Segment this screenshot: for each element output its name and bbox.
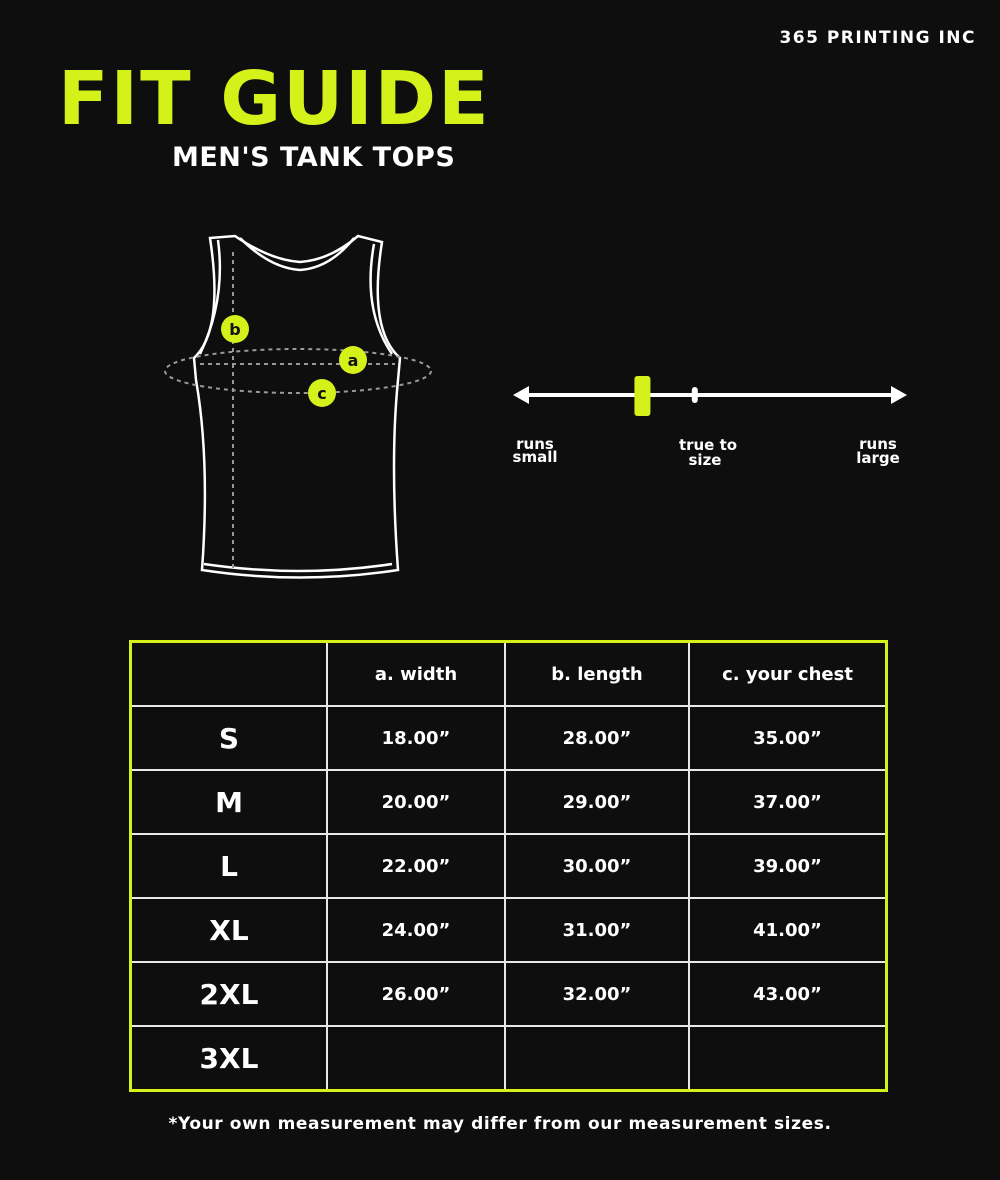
- footnote: *Your own measurement may differ from ou…: [168, 1114, 832, 1134]
- tank-top-diagram: b a c: [164, 234, 432, 579]
- size-cell: M: [129, 769, 328, 835]
- chest-cell: 35.00”: [688, 705, 888, 771]
- true-to-size-tick: [691, 387, 698, 403]
- page-subtitle: MEN'S TANK TOPS: [172, 142, 456, 173]
- runs-small-label-1: runs: [516, 435, 554, 453]
- arrow-left-icon: [513, 386, 529, 404]
- brand-name: 365 PRINTING INC: [779, 28, 976, 48]
- marker-a: a: [339, 346, 367, 374]
- size-cell: 3XL: [129, 1025, 328, 1092]
- table-row: 2XL 26.00” 32.00” 43.00”: [129, 961, 888, 1027]
- length-cell: 32.00”: [504, 961, 690, 1027]
- table-row: L 22.00” 30.00” 39.00”: [129, 833, 888, 899]
- marker-c: c: [308, 379, 336, 407]
- size-cell: S: [129, 705, 328, 771]
- length-cell: 30.00”: [504, 833, 690, 899]
- fit-marker: [634, 376, 651, 416]
- header-cell-blank: [129, 640, 328, 707]
- width-cell: 24.00”: [326, 897, 506, 963]
- runs-large-label-1: runs: [859, 435, 897, 453]
- table-row: S 18.00” 28.00” 35.00”: [129, 705, 888, 771]
- width-cell: 26.00”: [326, 961, 506, 1027]
- length-cell: 31.00”: [504, 897, 690, 963]
- table-row: XL 24.00” 31.00” 41.00”: [129, 897, 888, 963]
- size-cell: XL: [129, 897, 328, 963]
- table-header-row: a. width b. length c. your chest: [129, 640, 888, 707]
- page-title: FIT GUIDE: [58, 56, 491, 142]
- width-cell: 18.00”: [326, 705, 506, 771]
- header-length: b. length: [504, 640, 690, 707]
- marker-b: b: [221, 315, 249, 343]
- length-cell: 29.00”: [504, 769, 690, 835]
- chest-cell: 37.00”: [688, 769, 888, 835]
- true-to-size-label-1: true to: [679, 436, 737, 454]
- width-cell: 22.00”: [326, 833, 506, 899]
- marker-a-label: a: [348, 351, 359, 370]
- length-cell: [504, 1025, 690, 1092]
- chest-cell: [688, 1025, 888, 1092]
- chest-cell: 41.00”: [688, 897, 888, 963]
- width-cell: [326, 1025, 506, 1092]
- chest-cell: 39.00”: [688, 833, 888, 899]
- width-cell: 20.00”: [326, 769, 506, 835]
- runs-small-label-2: small: [513, 448, 558, 466]
- runs-large-label-2: large: [856, 449, 900, 467]
- size-chart-table: a. width b. length c. your chest S 18.00”…: [129, 640, 888, 1092]
- header-chest: c. your chest: [688, 640, 888, 707]
- header-width: a. width: [326, 640, 506, 707]
- chest-cell: 43.00”: [688, 961, 888, 1027]
- table-row: 3XL: [129, 1025, 888, 1092]
- length-cell: 28.00”: [504, 705, 690, 771]
- fit-scale: runs small true to size runs large: [513, 376, 907, 469]
- size-cell: 2XL: [129, 961, 328, 1027]
- true-to-size-label-2: size: [689, 451, 722, 469]
- size-cell: L: [129, 833, 328, 899]
- table-row: M 20.00” 29.00” 37.00”: [129, 769, 888, 835]
- marker-c-label: c: [317, 384, 326, 403]
- marker-b-label: b: [229, 320, 240, 339]
- arrow-right-icon: [891, 386, 907, 404]
